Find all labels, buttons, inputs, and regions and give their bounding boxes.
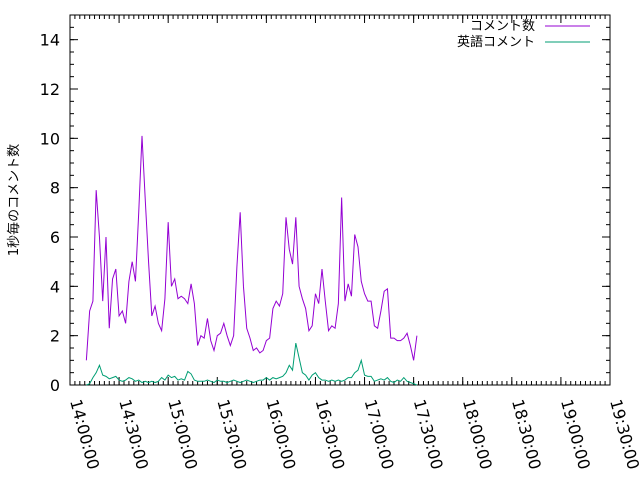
- series-line-1: [86, 342, 418, 386]
- x-axis: 14:00:00 14:30:00 15:00:00 15:30:00 16:00:00…: [66, 15, 640, 471]
- x-tick-label: 16:30:00: [312, 397, 349, 471]
- x-tick-label: 18:30:00: [508, 397, 545, 471]
- y-tick-label: 4: [50, 277, 60, 296]
- x-tick-label: 19:30:00: [606, 397, 640, 471]
- x-tick-label: 18:00:00: [459, 397, 496, 471]
- plot-frame: [69, 14, 611, 386]
- legend-label-1: 英語コメント: [457, 34, 535, 50]
- x-tick-label: 17:30:00: [410, 397, 447, 471]
- y-tick-label: 8: [50, 179, 60, 198]
- series-lines: [85, 135, 418, 386]
- y-tick-label: 12: [40, 80, 60, 99]
- x-tick-label: 14:00:00: [66, 397, 103, 471]
- y-tick-label: 10: [40, 129, 60, 148]
- x-tick-label: 17:00:00: [361, 397, 398, 471]
- y-tick-label: 6: [50, 228, 60, 247]
- series-line-0: [85, 135, 418, 361]
- x-tick-label: 15:00:00: [164, 397, 201, 471]
- y-axis-title: 1秒毎のコメント数: [6, 144, 22, 256]
- y-tick-label: 14: [40, 31, 60, 50]
- x-tick-label: 14:30:00: [115, 397, 152, 471]
- legend: コメント数 英語コメント: [457, 19, 590, 50]
- x-tick-label: 16:00:00: [262, 397, 299, 471]
- y-axis: 0 2 4 6 8 10 12 14: [40, 14, 610, 395]
- x-tick-label: 19:00:00: [557, 397, 594, 471]
- legend-label-0: コメント数: [470, 19, 535, 34]
- x-tick-label: 15:30:00: [213, 397, 250, 471]
- y-tick-label: 0: [50, 376, 60, 395]
- y-tick-label: 2: [50, 327, 60, 346]
